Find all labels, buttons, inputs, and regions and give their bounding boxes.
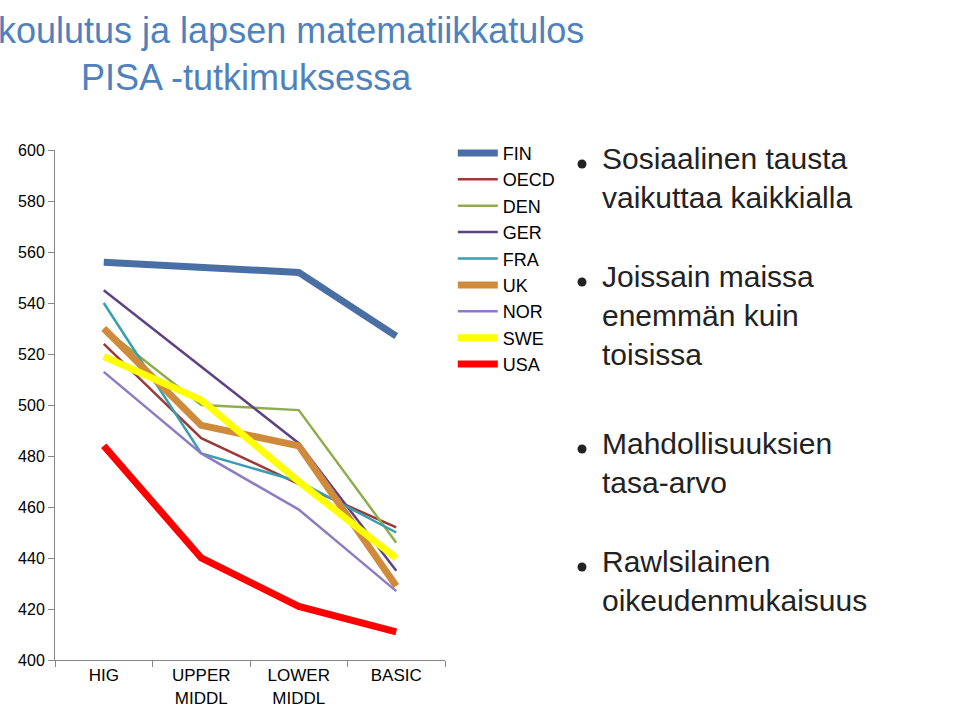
svg-text:500: 500: [18, 397, 45, 414]
svg-text:SWE: SWE: [503, 329, 544, 349]
svg-text:BASIC: BASIC: [371, 666, 422, 685]
svg-text:Mahdollisuuksientasa-arvo: Mahdollisuuksientasa-arvo: [602, 427, 832, 499]
svg-text:400: 400: [18, 652, 45, 669]
svg-text:FRA: FRA: [503, 250, 539, 270]
svg-text:HIG: HIG: [89, 666, 119, 685]
svg-text:FIN: FIN: [503, 144, 532, 164]
svg-text:Joissain maissaenemmän kuintoi: Joissain maissaenemmän kuintoisissa: [602, 260, 814, 371]
svg-text:Rawlsilainenoikeudenmukaisuus: Rawlsilainenoikeudenmukaisuus: [602, 545, 867, 617]
svg-text:UPPERMIDDL: UPPERMIDDL: [172, 666, 231, 707]
svg-text:600: 600: [18, 142, 45, 159]
svg-text:Äidin koulutus ja lapsen matem: Äidin koulutus ja lapsen matematiikkatul…: [0, 10, 584, 98]
svg-text:540: 540: [18, 295, 45, 312]
svg-text:USA: USA: [503, 355, 540, 375]
svg-text:NOR: NOR: [503, 302, 543, 322]
svg-text:GER: GER: [503, 223, 542, 243]
svg-text:OECD: OECD: [503, 170, 555, 190]
svg-text:580: 580: [18, 193, 45, 210]
svg-text:520: 520: [18, 346, 45, 363]
svg-text:Sosiaalinen taustavaikuttaa ka: Sosiaalinen taustavaikuttaa kaikkialla: [602, 142, 852, 214]
svg-text:UK: UK: [503, 276, 528, 296]
svg-text:DEN: DEN: [503, 197, 541, 217]
svg-text:420: 420: [18, 601, 45, 618]
svg-text:480: 480: [18, 448, 45, 465]
svg-text:LOWERMIDDL: LOWERMIDDL: [268, 666, 330, 707]
svg-text:560: 560: [18, 244, 45, 261]
svg-text:460: 460: [18, 499, 45, 516]
svg-text:440: 440: [18, 550, 45, 567]
